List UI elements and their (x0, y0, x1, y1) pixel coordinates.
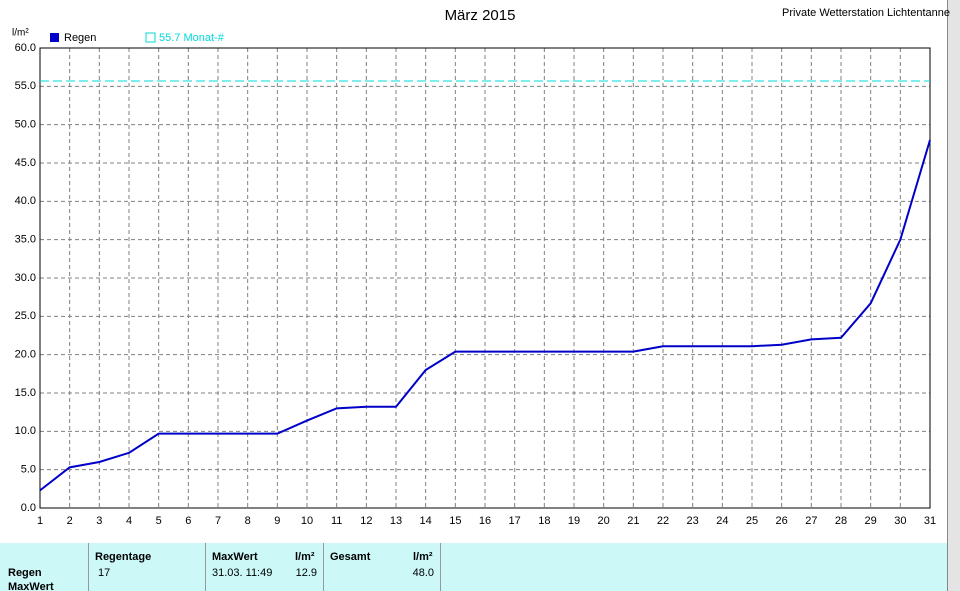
x-tick-label: 16 (479, 515, 491, 527)
legend-label: Regen (64, 32, 96, 44)
table-header: l/m² (413, 551, 433, 563)
plot-frame (39, 47, 931, 509)
x-tick-label: 26 (776, 515, 788, 527)
table-header: l/m² (295, 551, 315, 563)
x-tick-label: 7 (215, 515, 221, 527)
y-tick-label: 60.0 (15, 42, 36, 54)
x-tick-label: 19 (568, 515, 580, 527)
table-cell: 48.0 (413, 567, 434, 579)
row-label: MaxWert (8, 581, 54, 591)
scrollbar (948, 0, 960, 591)
x-tick-label: 4 (126, 515, 132, 527)
table-header: MaxWert (212, 551, 258, 563)
y-axis-label: l/m² (12, 28, 29, 39)
y-tick-label: 25.0 (15, 310, 36, 322)
x-tick-label: 6 (185, 515, 191, 527)
x-tick-label: 5 (156, 515, 162, 527)
x-tick-label: 29 (865, 515, 877, 527)
y-tick-label: 15.0 (15, 387, 36, 399)
x-tick-label: 25 (746, 515, 758, 527)
x-tick-label: 12 (360, 515, 372, 527)
x-tick-label: 28 (835, 515, 847, 527)
y-tick-label: 55.0 (15, 80, 36, 92)
table-cell: 12.9 (296, 567, 317, 579)
data-line (39, 139, 931, 492)
x-tick-label: 17 (509, 515, 521, 527)
y-tick-label: 35.0 (15, 234, 36, 246)
legend-label: 55.7 Monat-# (159, 32, 225, 44)
x-tick-label: 18 (538, 515, 550, 527)
table-header: Regentage (95, 551, 151, 563)
x-tick-label: 8 (245, 515, 251, 527)
y-tick-label: 5.0 (21, 464, 36, 476)
x-tick-label: 31 (924, 515, 936, 527)
legend-swatch (50, 33, 59, 42)
x-tick-label: 11 (331, 515, 342, 527)
x-tick-label: 22 (657, 515, 669, 527)
x-tick-label: 15 (449, 515, 461, 527)
chart-title: März 2015 (445, 7, 516, 24)
x-tick-label: 23 (687, 515, 699, 527)
x-tick-label: 30 (894, 515, 906, 527)
x-tick-label: 1 (37, 515, 43, 527)
table-cell: 17 (98, 567, 110, 579)
x-tick-label: 9 (274, 515, 280, 527)
legend-swatch (145, 32, 156, 43)
table-background (0, 543, 948, 591)
station-name: Private Wetterstation Lichtentanne (782, 7, 950, 19)
x-tick-label: 14 (420, 515, 432, 527)
x-tick-label: 20 (598, 515, 610, 527)
table-cell: 31.03. 11:49 (212, 567, 272, 579)
y-tick-label: 30.0 (15, 272, 36, 284)
y-tick-label: 0.0 (21, 502, 36, 514)
x-tick-label: 24 (716, 515, 728, 527)
table-header: Gesamt (330, 551, 371, 563)
y-tick-label: 45.0 (15, 157, 36, 169)
row-label: Regen (8, 567, 42, 579)
y-tick-label: 40.0 (15, 195, 36, 207)
x-tick-label: 10 (301, 515, 313, 527)
x-tick-label: 13 (390, 515, 402, 527)
x-tick-label: 2 (67, 515, 73, 527)
y-tick-label: 20.0 (15, 349, 36, 361)
x-tick-label: 21 (627, 515, 639, 527)
x-tick-label: 27 (805, 515, 817, 527)
x-tick-label: 3 (96, 515, 102, 527)
y-tick-label: 50.0 (15, 119, 36, 131)
y-tick-label: 10.0 (15, 425, 36, 437)
